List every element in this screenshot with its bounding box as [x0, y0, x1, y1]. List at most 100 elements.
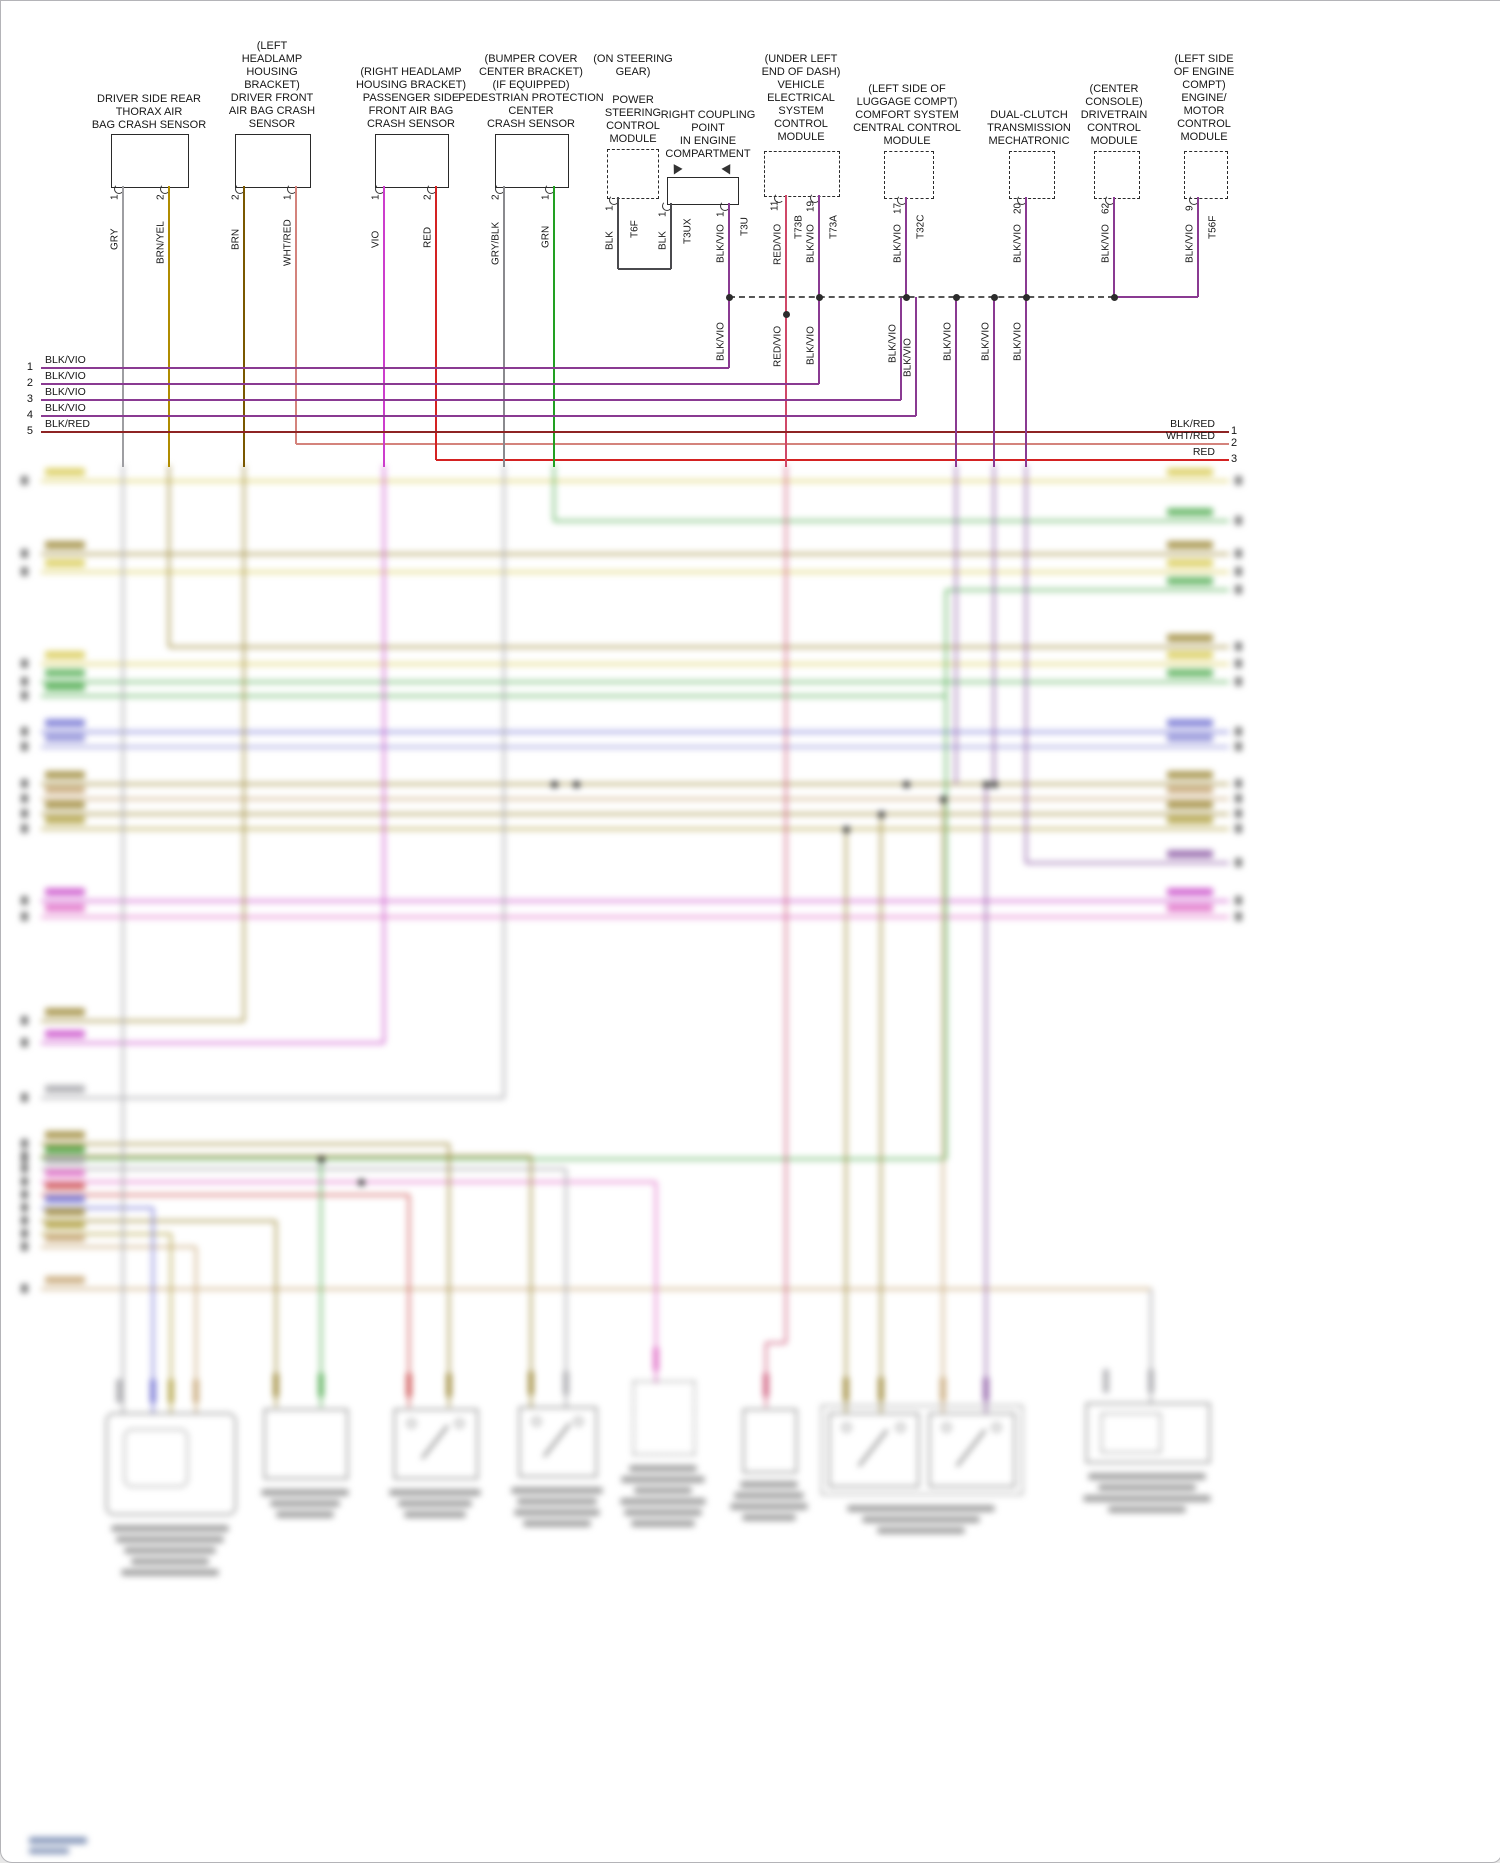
wire-label: BLK/VIO	[902, 338, 914, 378]
pin-hook	[545, 184, 555, 194]
junction-dot	[1110, 293, 1118, 301]
component-label-line: MODULE	[1180, 131, 1228, 143]
blurred-text-line	[877, 1527, 965, 1534]
wire	[503, 186, 505, 467]
component-label-line: COMFORT SYSTEM	[855, 109, 959, 121]
component-label-line: MODULE	[609, 133, 657, 145]
wire	[942, 799, 944, 1413]
wire-ref-number: 4	[26, 409, 33, 421]
blurred-text-line	[1088, 1473, 1206, 1480]
component-label-line: CENTER	[508, 105, 554, 117]
component-label-line: DUAL-CLUTCH	[990, 109, 1068, 121]
wire	[41, 1181, 656, 1183]
blurred-ref-number	[21, 1229, 28, 1238]
blurred-wire-label	[940, 1377, 946, 1401]
wire-ref-label: BLK/VIO	[45, 402, 86, 414]
component-label-line: DRIVETRAIN	[1080, 109, 1148, 121]
wire	[41, 1207, 153, 1209]
blurred-ref-number	[1235, 659, 1242, 668]
blurred-ref-number	[21, 677, 28, 686]
blurred-wire-label	[168, 1379, 174, 1403]
blurred-ref-number	[1235, 858, 1242, 867]
blurred-ref-number	[1235, 642, 1242, 651]
splice-bus	[729, 296, 1114, 298]
pin-hook	[810, 193, 820, 203]
blurred-ref-label	[1167, 468, 1213, 476]
component-label-line: BRACKET)	[244, 79, 300, 91]
component-box	[1009, 151, 1055, 199]
blurred-ref-label	[1167, 634, 1213, 642]
blurred-text-line	[404, 1511, 466, 1518]
blurred-ref-label	[1167, 801, 1213, 809]
wire	[785, 465, 787, 1343]
pin-hook	[897, 195, 907, 205]
terminal-dot	[407, 1419, 416, 1428]
wire	[169, 646, 1229, 648]
junction-dot	[572, 780, 580, 788]
component-label-line: RIGHT COUPLING	[660, 109, 756, 121]
pin-hook	[720, 201, 730, 211]
pin-hook	[1017, 195, 1027, 205]
blurred-text-line	[276, 1511, 334, 1518]
blurred-ref-number	[21, 912, 28, 921]
blurred-text-line	[517, 1498, 597, 1505]
component-label-line: CONTROL	[606, 120, 660, 132]
blurred-wire-label	[528, 1371, 534, 1395]
blurred-ref-number	[21, 1016, 28, 1025]
blurred-ref-number	[21, 1284, 28, 1293]
blurred-text-line	[389, 1489, 481, 1496]
blurred-ref-label	[45, 1195, 85, 1203]
blurred-ref-label	[1167, 508, 1213, 516]
wire	[41, 399, 901, 401]
component-label-line: SYSTEM	[778, 105, 824, 117]
blurred-ref-label	[45, 1008, 85, 1016]
blurred-text-line	[131, 1558, 209, 1565]
junction-dot	[815, 293, 823, 301]
blurred-ref-number	[21, 476, 28, 485]
blurred-ref-label	[45, 719, 85, 727]
pin-hook	[427, 184, 437, 194]
wire-ref-label: BLK/RED	[1170, 418, 1215, 430]
blurred-ref-label	[1167, 771, 1213, 779]
wire	[41, 783, 1229, 785]
component-box	[607, 149, 659, 199]
wire-label: T56F	[1207, 215, 1219, 239]
wire	[41, 1233, 171, 1235]
blurred-ref-number	[21, 809, 28, 818]
component-box	[667, 177, 739, 205]
blurred-ref-label	[1167, 850, 1213, 858]
wire	[383, 186, 385, 467]
wire-label: 2	[490, 194, 502, 200]
component-label-line: CONTROL	[1087, 122, 1141, 134]
blurred-text-line	[624, 1509, 702, 1516]
wire	[243, 465, 245, 1021]
pin-hook	[774, 193, 784, 203]
wire	[295, 186, 297, 444]
wire	[993, 297, 995, 467]
blurred-ref-number	[21, 727, 28, 736]
component-label-line: CONTROL	[774, 118, 828, 130]
component-box	[884, 151, 934, 199]
component-label-line: CRASH SENSOR	[486, 118, 576, 130]
blurred-ref-number	[1235, 476, 1242, 485]
wire	[41, 828, 1229, 830]
blurred-ref-label	[45, 816, 85, 824]
blurred-text-line	[1108, 1506, 1186, 1513]
wire	[554, 520, 1229, 522]
wire	[435, 186, 437, 460]
component-label-line: COMPARTMENT	[665, 148, 751, 160]
wire	[818, 195, 820, 384]
component-label-line: GEAR)	[615, 66, 651, 78]
junction-dot	[902, 780, 910, 788]
wire	[296, 443, 1229, 445]
wire	[900, 297, 902, 400]
blurred-ref-label	[45, 888, 85, 896]
wire	[41, 1155, 531, 1157]
blurred-text-line	[1098, 1484, 1196, 1491]
wire	[985, 784, 987, 1413]
wire	[41, 367, 729, 369]
blurred-ref-label	[45, 1156, 85, 1164]
blurred-ref-label	[45, 651, 85, 659]
